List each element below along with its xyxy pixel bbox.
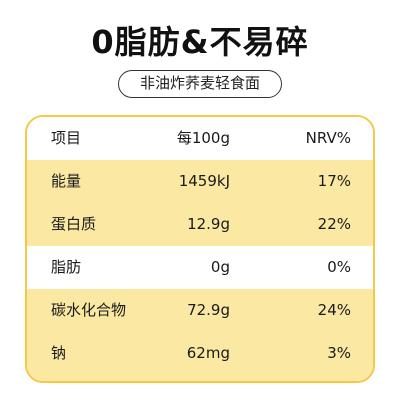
row-nrv: 24%	[317, 301, 351, 319]
subtitle-pill: 非油炸荞麦轻食面	[118, 70, 282, 98]
table-row: 蛋白质 12.9g 22%	[27, 203, 373, 246]
row-name: 能量	[51, 172, 82, 190]
table-row: 能量 1459kJ 17%	[27, 160, 373, 203]
row-name: 脂肪	[51, 258, 82, 276]
row-name: 碳水化合物	[51, 301, 127, 319]
row-amount: 72.9g	[187, 301, 230, 319]
row-nrv: 22%	[317, 215, 351, 233]
header-item: 项目	[51, 129, 82, 147]
row-amount: 62mg	[186, 344, 230, 362]
table-row: 碳水化合物 72.9g 24%	[27, 289, 373, 332]
row-nrv: 0%	[327, 258, 351, 276]
row-nrv: 3%	[327, 344, 351, 362]
table-row: 钠 62mg 3%	[27, 332, 373, 381]
header-nrv: NRV%	[305, 129, 351, 147]
row-nrv: 17%	[317, 172, 351, 190]
headline: 0脂肪&不易碎	[91, 23, 309, 61]
row-amount: 1459kJ	[178, 172, 230, 190]
row-amount: 12.9g	[187, 215, 230, 233]
row-name: 钠	[51, 344, 67, 362]
row-name: 蛋白质	[51, 215, 97, 233]
table-header-row: 项目 每100g NRV%	[27, 117, 373, 160]
header-per100g: 每100g	[176, 129, 230, 147]
table-row: 脂肪 0g 0%	[27, 246, 373, 289]
nutrition-table: 项目 每100g NRV% 能量 1459kJ 17% 蛋白质 12.9g 22…	[25, 115, 375, 383]
row-amount: 0g	[210, 258, 230, 276]
